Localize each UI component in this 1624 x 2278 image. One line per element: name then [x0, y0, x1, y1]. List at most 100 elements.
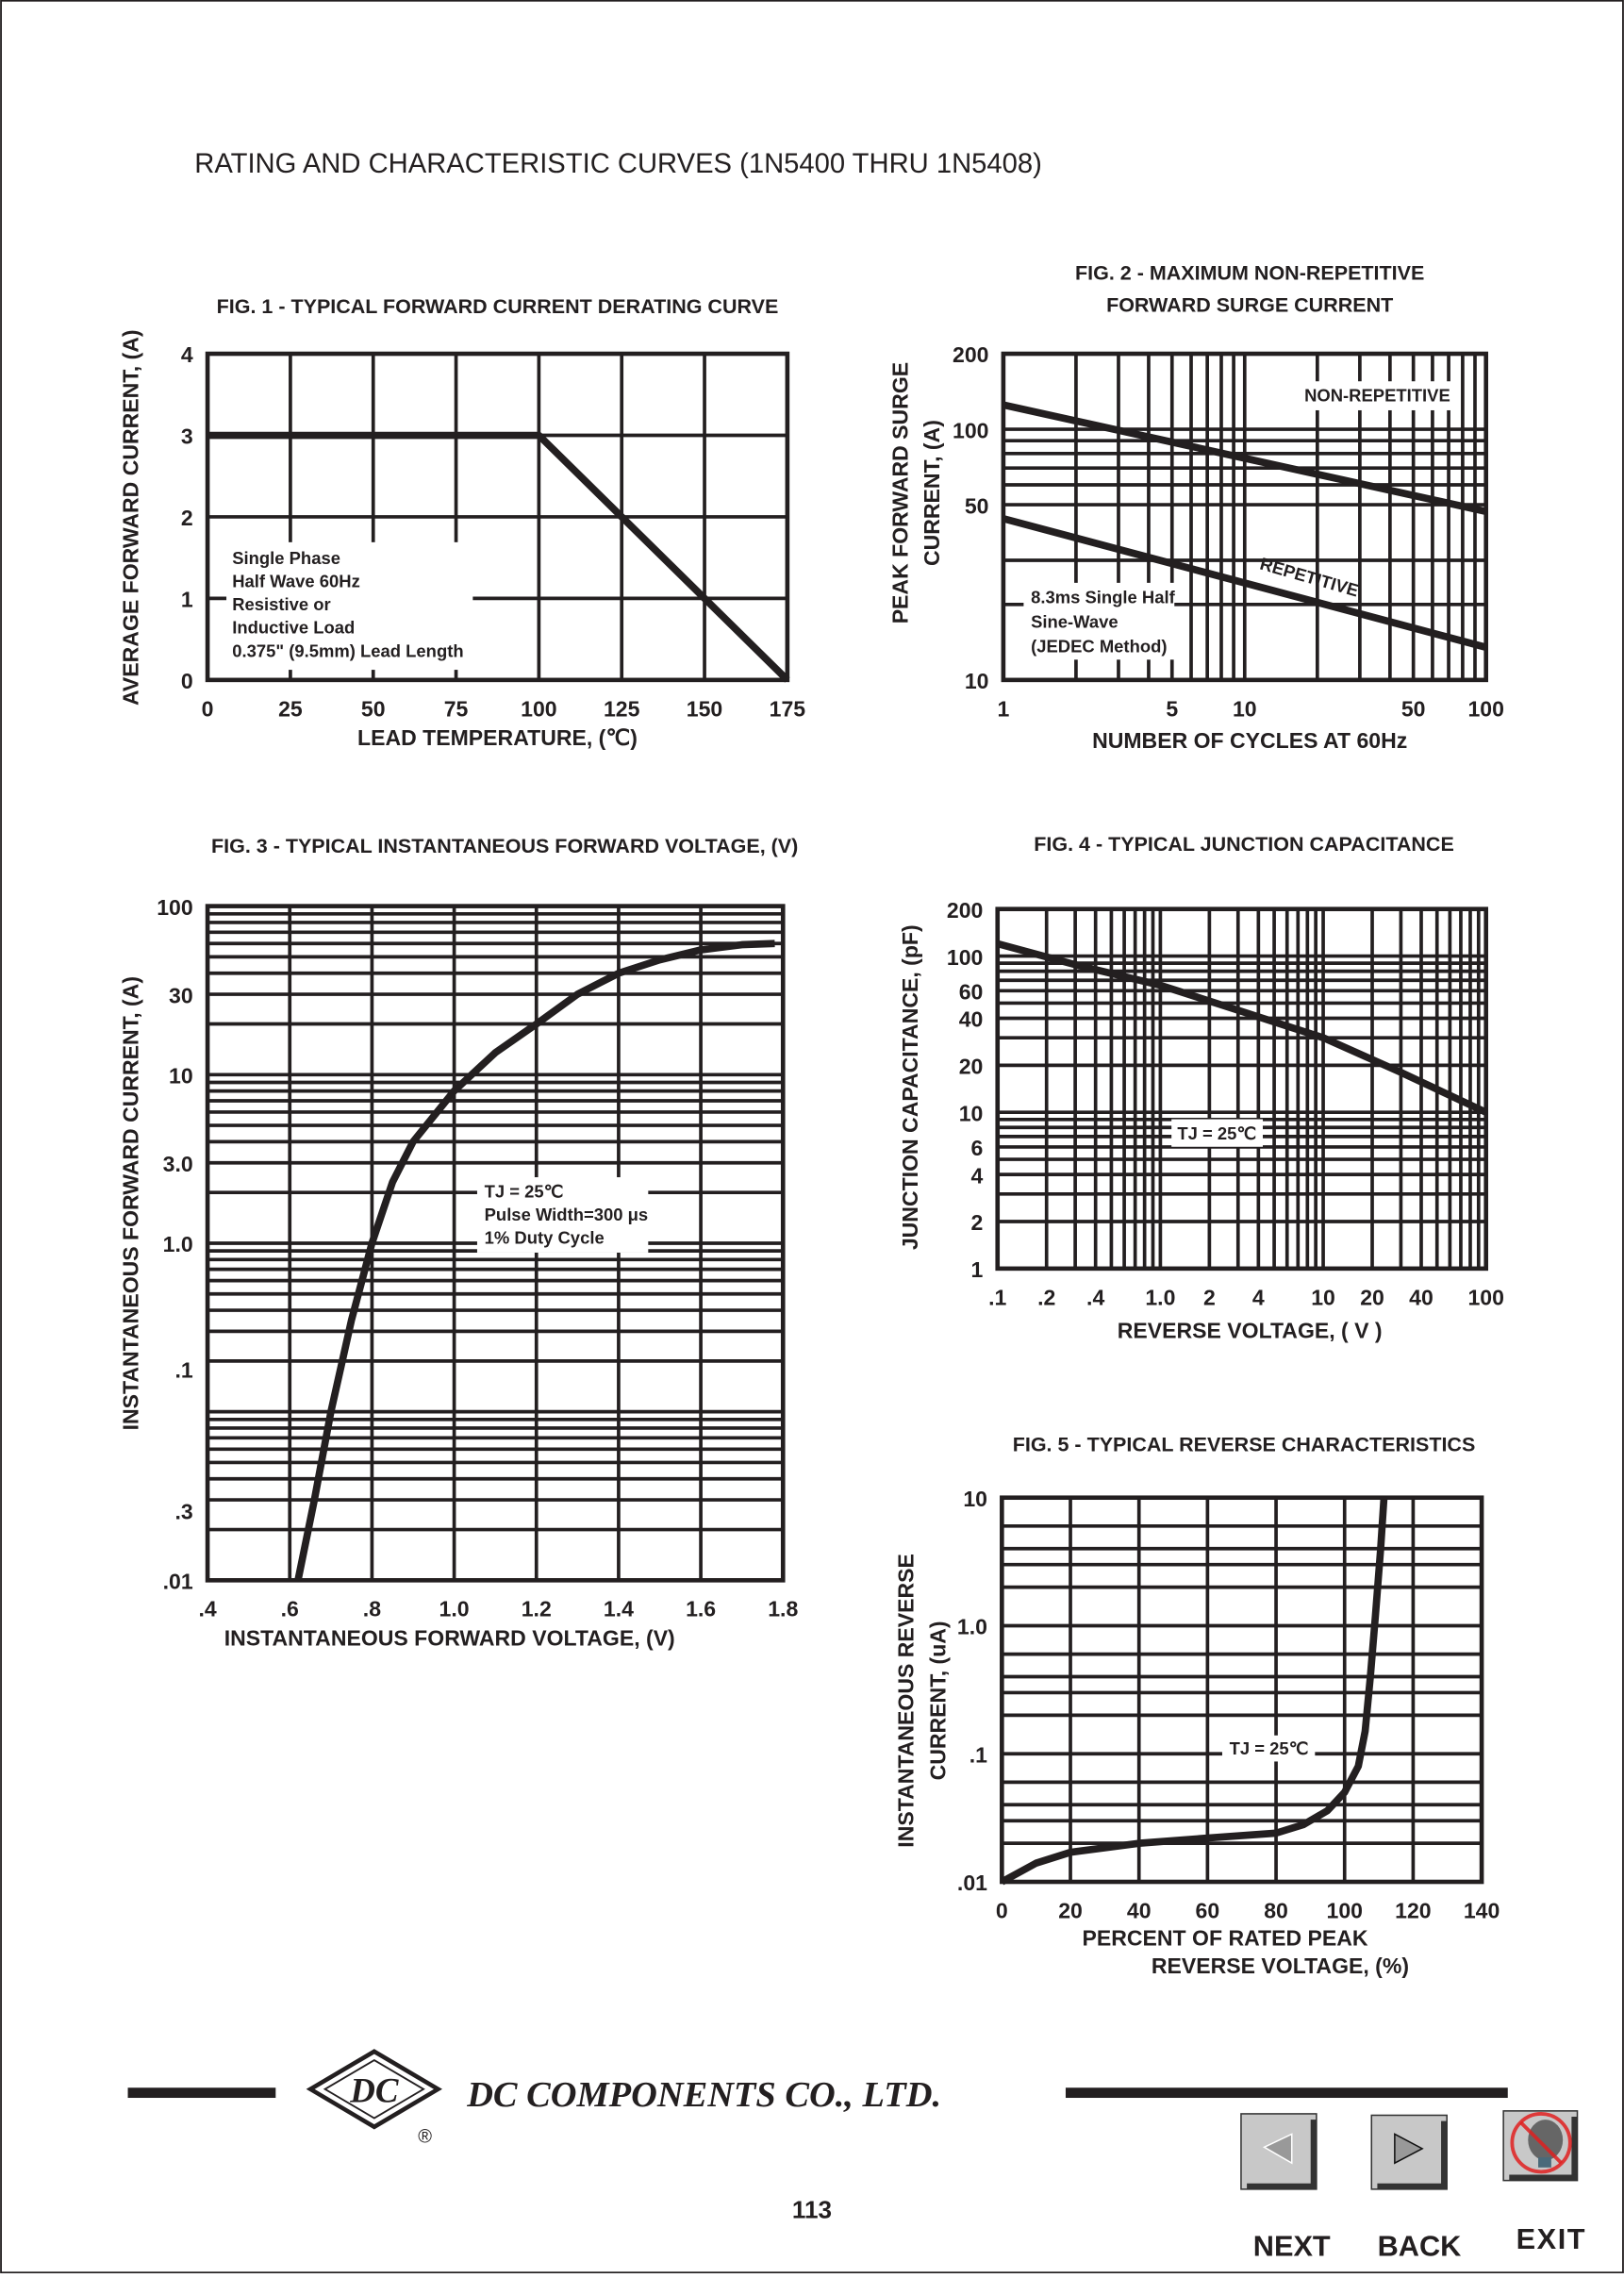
y-tick-label: 200 — [947, 898, 983, 923]
y-axis-label: INSTANTANEOUS REVERSE — [894, 1554, 919, 1848]
y-tick-label: 3 — [181, 424, 193, 449]
y-tick-label: 40 — [959, 1007, 984, 1032]
y-tick-label: 1.0 — [957, 1615, 987, 1639]
y-tick-label: 1 — [181, 588, 193, 612]
x-tick-label: 1 — [997, 696, 1009, 721]
plot-frame — [1001, 351, 1489, 683]
no-lightbulb-icon — [1510, 2112, 1572, 2174]
y-tick-label: 4 — [971, 1163, 984, 1188]
x-tick-label: 40 — [1127, 1898, 1152, 1922]
registered-mark: ® — [418, 2127, 432, 2148]
footer: DC ® DC COMPONENTS CO., LTD. 113 NEXT BA… — [127, 2049, 1586, 2263]
y-tick-label: 10 — [169, 1064, 193, 1089]
next-button[interactable]: NEXT — [1240, 2113, 1331, 2263]
annotation-text: TJ = 25℃ — [485, 1182, 564, 1202]
y-tick-label: 2 — [971, 1210, 984, 1235]
series-line — [1003, 401, 1487, 516]
plot-frame — [995, 906, 1489, 1272]
x-tick-label: 50 — [1401, 696, 1426, 721]
series-line — [294, 939, 775, 1582]
logo-lettering: DC — [349, 2071, 399, 2110]
x-tick-label: 125 — [604, 696, 640, 721]
figure-title: FIG. 2 - MAXIMUM NON-REPETITIVE — [1075, 262, 1424, 285]
x-tick-label: 100 — [521, 696, 556, 721]
y-tick-label: 30 — [169, 983, 193, 1007]
y-tick-label: .01 — [957, 1871, 987, 1895]
figure-4: FIG. 4 - TYPICAL JUNCTION CAPACITANCE TJ … — [898, 833, 1504, 1342]
annotation-text: Inductive Load — [232, 618, 355, 638]
y-tick-label: 20 — [959, 1055, 984, 1079]
annotation-background — [1023, 582, 1175, 660]
next-button-label: NEXT — [1253, 2230, 1331, 2263]
y-axis-label: INSTANTANEOUS FORWARD CURRENT, (A) — [118, 976, 142, 1430]
x-tick-label: 150 — [687, 696, 722, 721]
x-tick-label: 5 — [1166, 696, 1178, 721]
annotation-background — [226, 541, 473, 671]
x-tick-label: 40 — [1409, 1285, 1433, 1309]
x-tick-label: 175 — [770, 696, 806, 721]
y-axis-label: CURRENT, (A) — [920, 420, 944, 566]
x-tick-label: 100 — [1327, 1898, 1363, 1922]
figure-title: FIG. 4 - TYPICAL JUNCTION CAPACITANCE — [1034, 833, 1454, 856]
annotation-text: Half Wave 60Hz — [232, 571, 360, 590]
x-axis-label: PERCENT OF RATED PEAK — [1083, 1926, 1368, 1951]
annotation-text: Single Phase — [232, 548, 340, 568]
y-tick-label: 10 — [965, 669, 989, 693]
x-tick-label: 140 — [1464, 1898, 1500, 1922]
y-tick-label: 4 — [181, 342, 193, 367]
annotation-text: 0.375" (9.5mm) Lead Length — [232, 640, 463, 660]
x-tick-label: 50 — [361, 696, 386, 721]
y-tick-label: 10 — [959, 1101, 984, 1125]
y-tick-label: 6 — [971, 1136, 984, 1160]
y-tick-label: 1.0 — [163, 1232, 193, 1256]
x-axis-label: NUMBER OF CYCLES AT 60Hz — [1092, 728, 1407, 753]
back-button[interactable]: BACK — [1370, 2114, 1462, 2263]
plot-frame — [1000, 1495, 1484, 1885]
series-label-background — [1294, 381, 1454, 410]
x-tick-label: 1.8 — [768, 1597, 798, 1621]
x-tick-label: 1.4 — [604, 1597, 634, 1621]
annotation-text: 1% Duty Cycle — [485, 1228, 605, 1248]
series-line — [1002, 515, 1487, 651]
x-tick-label: 20 — [1360, 1285, 1384, 1309]
y-axis-label: AVERAGE FORWARD CURRENT, (A) — [118, 329, 142, 706]
x-tick-label: 1.2 — [522, 1597, 552, 1621]
company-name: DC COMPONENTS CO., LTD. — [466, 2075, 941, 2115]
annotation-background — [1171, 1119, 1264, 1147]
annotation-text: TJ = 25℃ — [1177, 1123, 1256, 1143]
x-tick-label: 10 — [1311, 1285, 1335, 1309]
y-tick-label: .01 — [163, 1570, 193, 1594]
y-tick-label: 60 — [959, 980, 984, 1005]
exit-button-label: EXIT — [1516, 2222, 1586, 2255]
figure-title: FORWARD SURGE CURRENT — [1106, 293, 1393, 316]
series-line — [996, 939, 1488, 1116]
x-tick-label: 1.6 — [686, 1597, 716, 1621]
y-tick-label: .3 — [174, 1499, 192, 1523]
annotation-text: Sine-Wave — [1031, 612, 1119, 632]
page-number: 113 — [792, 2196, 832, 2224]
x-axis-label: INSTANTANEOUS FORWARD VOLTAGE, (V) — [224, 1625, 675, 1650]
exit-button[interactable]: EXIT — [1502, 2110, 1586, 2255]
page-title: RATING AND CHARACTERISTIC CURVES (1N5400… — [194, 149, 1042, 179]
x-tick-label: 100 — [1467, 696, 1503, 721]
x-tick-label: .6 — [281, 1597, 299, 1621]
x-tick-label: 1.0 — [1145, 1285, 1175, 1309]
y-tick-label: 2 — [181, 506, 193, 530]
annotation-text: (JEDEC Method) — [1031, 637, 1167, 657]
x-tick-label: 4 — [1252, 1285, 1265, 1309]
y-tick-label: 200 — [953, 342, 988, 367]
figure-title: FIG. 1 - TYPICAL FORWARD CURRENT DERATIN… — [217, 295, 779, 318]
back-button-label: BACK — [1378, 2230, 1462, 2263]
figure-1: FIG. 1 - TYPICAL FORWARD CURRENT DERATIN… — [118, 295, 805, 750]
x-tick-label: 0 — [996, 1898, 1008, 1922]
y-tick-label: 100 — [947, 945, 983, 970]
y-tick-label: 50 — [965, 493, 989, 518]
annotation-background — [1221, 1735, 1316, 1762]
y-axis-label: PEAK FORWARD SURGE — [887, 362, 912, 624]
x-tick-label: .1 — [988, 1285, 1006, 1309]
x-tick-label: 80 — [1264, 1898, 1288, 1922]
annotation-text: Pulse Width=300 μs — [485, 1205, 649, 1224]
y-axis-label: CURRENT, (uA) — [925, 1621, 950, 1780]
x-tick-label: 25 — [278, 696, 303, 721]
